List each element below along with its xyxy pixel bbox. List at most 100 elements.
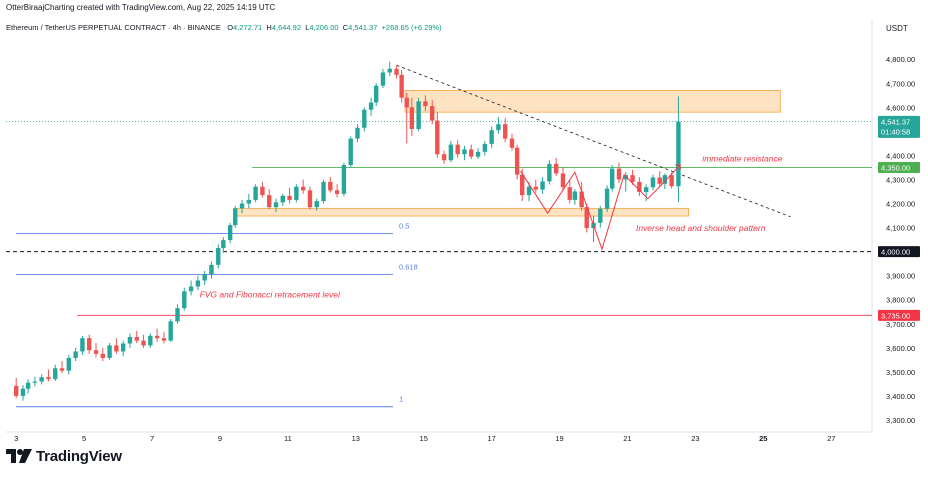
price-tick-label: 3,800.00 <box>886 296 915 305</box>
candle-body <box>509 138 515 148</box>
candle-body <box>662 175 668 184</box>
price-tick-label: 4,200.00 <box>886 200 915 209</box>
time-tick-label: 23 <box>691 434 699 443</box>
time-tick-label: 27 <box>827 434 835 443</box>
price-tick-label: 4,600.00 <box>886 103 915 112</box>
candle-body <box>623 175 628 180</box>
time-tick-label: 25 <box>759 434 767 443</box>
candle-body <box>148 335 153 346</box>
candle-body <box>441 154 447 161</box>
candle-body <box>168 321 173 341</box>
candle-body <box>572 191 578 200</box>
candle-body <box>368 102 374 110</box>
price-tick-label: 3,600.00 <box>886 344 915 353</box>
candle-body <box>637 181 642 192</box>
inverse-head-shoulders-path <box>520 164 681 251</box>
candle-body <box>175 308 180 322</box>
candle-body <box>107 345 112 358</box>
annotation-text: FVG and Fibonacci retracement level <box>200 289 341 299</box>
price-badge <box>878 246 920 258</box>
price-tick-label: 4,400.00 <box>886 151 915 160</box>
candle-body <box>321 181 326 202</box>
candle-body <box>409 107 415 129</box>
creator-line: OtterBiraajCharting created with Trading… <box>6 3 276 12</box>
candle-body <box>610 168 615 189</box>
candle-body <box>423 101 428 107</box>
candle-body <box>114 345 119 352</box>
candle-body <box>246 199 252 204</box>
price-badge-label: 4,000.00 <box>881 248 910 257</box>
candle-body <box>188 286 194 292</box>
candle-body <box>209 264 214 275</box>
tradingview-logo[interactable]: TradingView <box>6 446 122 466</box>
candle-body <box>435 120 440 155</box>
candle-body <box>404 97 409 108</box>
price-badge <box>878 161 920 173</box>
candle-body <box>399 74 404 98</box>
candle-body <box>520 174 525 196</box>
candle-body <box>584 207 589 229</box>
candle-body <box>314 201 319 208</box>
candle-body <box>182 291 187 309</box>
price-tick-label: 3,400.00 <box>886 392 915 401</box>
candle-body <box>307 190 313 208</box>
candle-body <box>328 181 333 191</box>
annotation-text: immediate resistance <box>702 153 783 163</box>
candle-body <box>32 381 38 383</box>
candle-body <box>59 368 65 371</box>
candle-body <box>604 188 610 209</box>
time-tick-label: 5 <box>82 434 86 443</box>
price-tick-label: 4,300.00 <box>886 175 915 184</box>
candle-body <box>482 143 488 152</box>
symbol-name[interactable]: Ethereum / TetherUS PERPETUAL CONTRACT ·… <box>6 23 221 32</box>
candle-body <box>154 335 160 339</box>
candle-body <box>355 127 360 139</box>
time-tick-label: 3 <box>14 434 18 443</box>
candle-body <box>462 149 467 155</box>
price-tick-label: 3,300.00 <box>886 416 915 425</box>
candle-body <box>387 68 392 73</box>
candle-body <box>496 124 501 131</box>
candle-body <box>540 181 545 190</box>
price-badge-label: 3,735.00 <box>881 311 910 320</box>
candle-body <box>127 337 133 344</box>
candle-body <box>100 353 105 358</box>
fib-level-label: 0.618 <box>399 262 418 271</box>
candle-body <box>362 109 367 128</box>
candle-body <box>80 338 85 352</box>
time-tick-label: 15 <box>420 434 428 443</box>
candle-body <box>253 186 258 200</box>
candle-body <box>202 274 207 281</box>
candle-body <box>334 190 340 194</box>
candle-body <box>669 175 674 187</box>
price-badge <box>878 115 920 138</box>
candle-body <box>221 240 226 249</box>
fib-level-label: 1 <box>399 395 403 404</box>
candle-body <box>650 177 656 188</box>
candle-body <box>227 225 233 241</box>
candle-body <box>657 177 662 184</box>
tradingview-logo-icon <box>6 449 32 463</box>
candle-body <box>676 121 681 187</box>
candle-body <box>526 186 532 196</box>
candle-body <box>514 147 520 175</box>
candle-body <box>455 144 460 155</box>
price-tick-label: 4,700.00 <box>886 79 915 88</box>
candle-body <box>216 248 221 265</box>
candle-body <box>553 163 559 174</box>
descending-trendline[interactable] <box>396 64 791 218</box>
candle-body <box>430 106 435 121</box>
candle-body <box>598 208 603 223</box>
close-value: 4,541.37 <box>348 23 378 32</box>
candle-body <box>161 338 167 341</box>
low-value: 4,206.00 <box>309 23 339 32</box>
fib-level-label: 0.5 <box>399 222 409 231</box>
supply-zone-box <box>404 90 781 113</box>
candle-body <box>416 101 421 129</box>
time-tick-label: 17 <box>487 434 495 443</box>
fvg-zone-box <box>234 207 690 217</box>
candle-body <box>25 382 31 389</box>
candle-body <box>300 186 306 191</box>
price-badge-label: 4,541.37 <box>881 117 910 126</box>
